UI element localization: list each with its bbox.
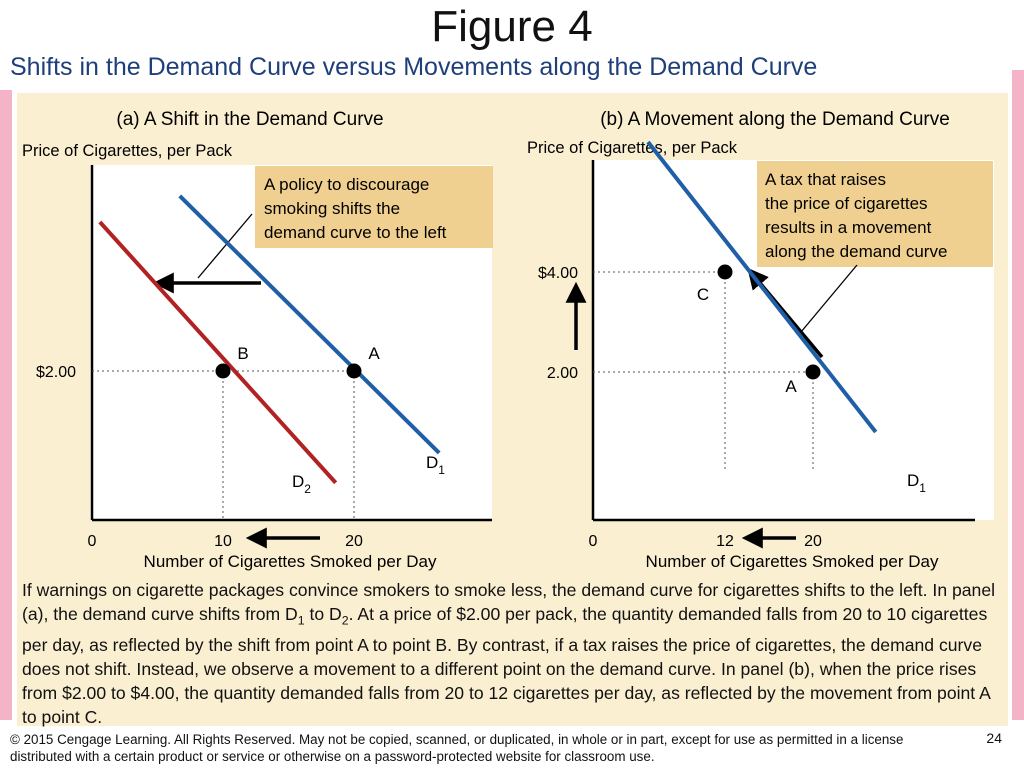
- caption-text-1: If warnings on cigarette packages convin…: [22, 580, 996, 624]
- y-tick-label: $4.00: [538, 265, 578, 282]
- callout-pointer-b: [800, 264, 858, 333]
- x-tick-label: 0: [88, 533, 97, 550]
- x-tick-label: 12: [716, 533, 734, 550]
- callout-text-a: A policy to discourage smoking shifts the…: [264, 175, 447, 242]
- callout-pointer-a: [197, 213, 253, 279]
- callout-text-b: A tax that raises the price of cigarettes…: [765, 170, 947, 261]
- x-tick-label: 0: [589, 533, 598, 550]
- y-axis-label-b: Price of Cigarettes, per Pack: [527, 139, 738, 157]
- point-label-c: C: [697, 285, 709, 304]
- callout-box-b: [757, 161, 993, 267]
- slide-subtitle: Shifts in the Demand Curve versus Moveme…: [10, 53, 818, 81]
- caption-text-2: to D: [304, 604, 342, 624]
- callout-box-a: [255, 166, 493, 248]
- x-axis-label-a: Number of Cigarettes Smoked per Day: [144, 552, 437, 571]
- series-label-d1: D1: [907, 471, 926, 495]
- copyright-footer: © 2015 Cengage Learning. All Rights Rese…: [10, 732, 904, 764]
- caption-subscript-2: 2: [341, 613, 349, 628]
- right-decor-stripe: [1012, 70, 1024, 720]
- x-tick-label: 10: [214, 533, 232, 550]
- page-number: 24: [986, 730, 1002, 746]
- demand-curve-d1: [646, 140, 878, 434]
- chart-marks-b: 0 12 20 $4.00 2.00 D1 C A: [538, 140, 926, 550]
- x-tick-label: 20: [345, 533, 363, 550]
- point-label-b: B: [237, 344, 248, 363]
- point-c: [717, 264, 733, 280]
- x-tick-label: 20: [804, 533, 822, 550]
- x-axis-label-b: Number of Cigarettes Smoked per Day: [646, 552, 939, 571]
- caption-text-3: . At a price of $2.00 per pack, the quan…: [22, 604, 990, 727]
- point-a: [805, 364, 821, 380]
- point-b: [215, 363, 231, 379]
- chart-marks-a: 0 10 20 $2.00 D1 D2 A B: [36, 194, 445, 550]
- demand-curve-d1: [178, 194, 441, 455]
- caption-subscript-1: 1: [297, 613, 305, 628]
- y-axis-label-a: Price of Cigarettes, per Pack: [22, 142, 233, 160]
- point-label-a: A: [785, 377, 797, 396]
- series-label-d2: D2: [292, 472, 311, 496]
- point-label-a: A: [368, 344, 380, 363]
- series-label-d1: D1: [426, 453, 445, 477]
- figure-caption: If warnings on cigarette packages convin…: [22, 578, 1007, 729]
- slide-title: Figure 4: [431, 2, 593, 51]
- chart-title-a: (a) A Shift in the Demand Curve: [116, 109, 383, 130]
- demand-curve-d2: [98, 220, 338, 485]
- y-tick-label: 2.00: [547, 365, 578, 382]
- chart-title-b: (b) A Movement along the Demand Curve: [600, 109, 950, 130]
- point-a: [346, 363, 362, 379]
- left-decor-stripe: [0, 90, 12, 720]
- y-tick-label: $2.00: [36, 364, 76, 381]
